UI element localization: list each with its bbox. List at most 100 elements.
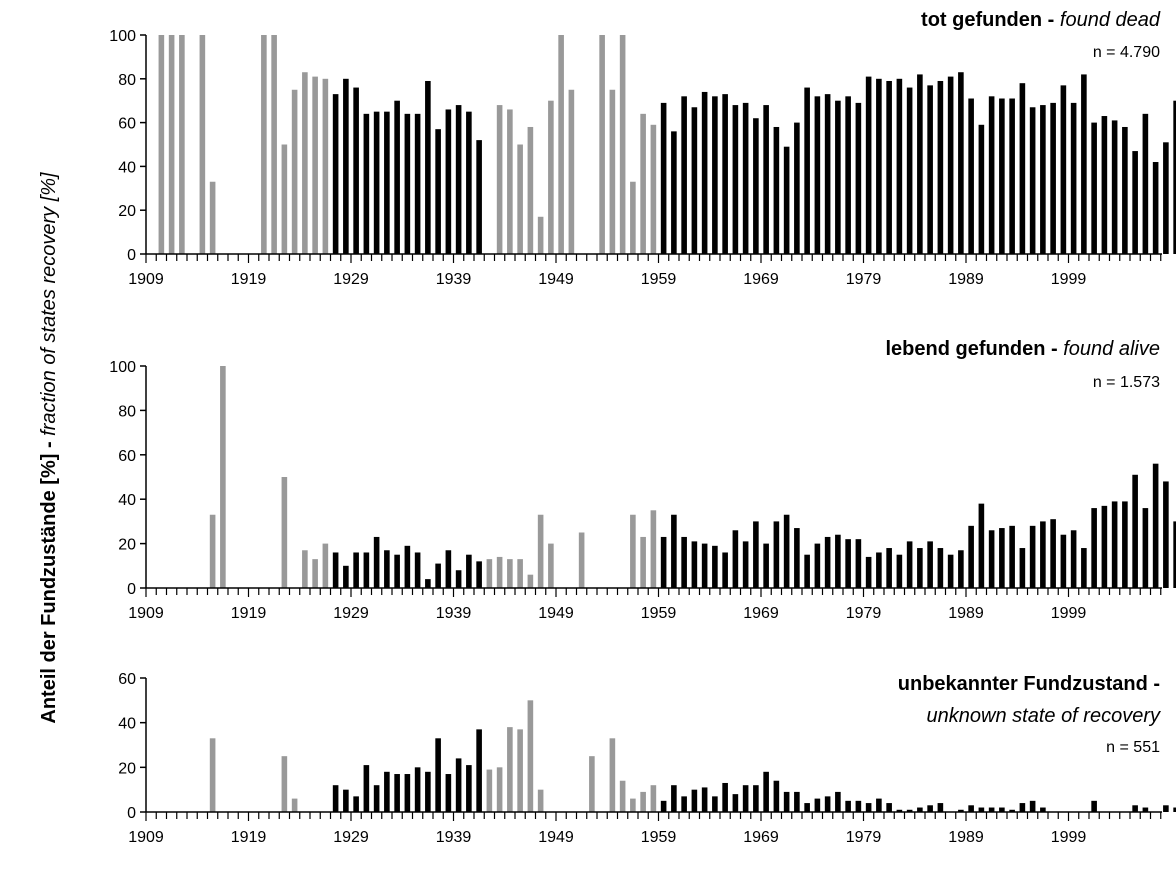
y-tick-label: 0 [127, 247, 136, 264]
bar-1993 [1009, 98, 1015, 254]
bar-1993 [1009, 525, 1015, 588]
x-tick-label: 1989 [948, 605, 984, 622]
y-tick-label: 60 [118, 671, 136, 688]
bar-1943 [496, 767, 503, 812]
bar-1977 [845, 539, 851, 588]
bar-1923 [291, 89, 298, 254]
bar-1924 [302, 72, 308, 254]
bar-1928 [343, 78, 349, 254]
panel-found-dead: tot gefunden - found dead n = 4.790 0 20 4… [109, 9, 1176, 288]
bar-1998 [1060, 85, 1067, 255]
bar-1932 [384, 111, 390, 255]
bar-1974 [814, 96, 821, 254]
bar-1982 [896, 78, 903, 254]
bar-1922 [281, 144, 288, 254]
x-tick-label: 1979 [846, 829, 882, 846]
x-tick-label: 1909 [128, 271, 164, 288]
bar-1985 [927, 805, 933, 812]
bar-1995 [1029, 800, 1036, 812]
bar-1955 [619, 35, 626, 254]
bar-1915 [209, 181, 216, 254]
y-tick-label: 40 [118, 159, 136, 176]
bar-1934 [404, 113, 411, 254]
x-tick-label: 1949 [538, 829, 574, 846]
bar-1989 [968, 525, 974, 588]
bar-1986 [937, 548, 944, 588]
bar-1931 [373, 536, 380, 588]
bar-1947 [537, 789, 544, 812]
bar-1992 [999, 807, 1005, 812]
bar-1976 [835, 534, 841, 588]
y-tick-label: 60 [118, 116, 136, 133]
bar-1946 [527, 574, 534, 588]
y-tick-label: 80 [118, 72, 136, 89]
bar-1971 [783, 146, 790, 254]
bar-1967 [742, 785, 749, 812]
bar-1961 [681, 796, 687, 812]
bar-1941 [476, 140, 482, 254]
bar-2005 [1132, 805, 1138, 812]
bar-1930 [363, 552, 370, 588]
bar-1961 [681, 536, 687, 588]
bar-1944 [507, 109, 513, 255]
bar-1991 [988, 530, 995, 588]
bar-1930 [363, 765, 370, 812]
bar-1979 [865, 556, 872, 588]
bar-1954 [609, 89, 616, 254]
y-axis-label: Anteil der Fundzustände [%] - fraction o… [38, 172, 60, 724]
bar-1966 [732, 105, 739, 254]
n-label-found-dead: n = 4.790 [1093, 44, 1160, 61]
x-tick-label: 1959 [641, 271, 677, 288]
bar-1966 [732, 530, 739, 588]
bar-1939 [455, 105, 462, 254]
x-tick-label: 1939 [436, 271, 472, 288]
bar-1978 [855, 800, 862, 812]
bar-1972 [794, 791, 800, 812]
bar-1965 [722, 782, 728, 812]
bar-1966 [732, 794, 739, 812]
bar-1989 [968, 98, 974, 254]
bar-1990 [978, 807, 985, 812]
bar-2003 [1111, 501, 1118, 588]
bar-2000 [1081, 74, 1087, 254]
bar-1937 [435, 563, 441, 588]
bar-2009 [1173, 100, 1176, 254]
bar-1920 [261, 35, 267, 254]
bar-1929 [353, 552, 359, 588]
bar-1927 [332, 94, 339, 254]
bar-1932 [384, 771, 390, 812]
bar-1974 [814, 543, 821, 588]
bar-1980 [876, 798, 882, 812]
bar-1914 [199, 35, 206, 254]
bar-1929 [353, 87, 359, 254]
bar-1961 [681, 96, 687, 254]
bar-1984 [917, 74, 923, 254]
bar-1963 [701, 543, 708, 588]
bar-1984 [917, 548, 923, 588]
bar-1998 [1060, 534, 1067, 588]
bar-1936 [425, 771, 431, 812]
y-tick-label: 20 [118, 760, 136, 777]
bar-1969 [763, 771, 769, 812]
bar-1983 [906, 87, 913, 254]
panel-found-alive: lebend gefunden - found alive n = 1.573 … [109, 338, 1176, 622]
bar-1925 [312, 76, 318, 254]
bar-1985 [927, 541, 933, 588]
bar-1962 [691, 541, 698, 588]
bar-1996 [1040, 105, 1046, 254]
bar-1968 [753, 521, 759, 588]
bar-1990 [978, 503, 985, 588]
bar-1964 [712, 545, 718, 588]
bar-2009 [1173, 521, 1176, 588]
bar-1915 [209, 514, 216, 588]
x-tick-label: 1979 [846, 605, 882, 622]
bar-1971 [783, 514, 790, 588]
bar-2001 [1091, 122, 1097, 254]
bar-2006 [1142, 807, 1149, 812]
x-tick-label: 1999 [1051, 271, 1087, 288]
y-tick-label: 60 [118, 448, 136, 465]
bar-1969 [763, 105, 769, 254]
bar-1968 [753, 118, 759, 254]
bar-1959 [660, 800, 667, 812]
panel-unknown-state: unbekannter Fundzustand - unknown state … [118, 671, 1176, 846]
